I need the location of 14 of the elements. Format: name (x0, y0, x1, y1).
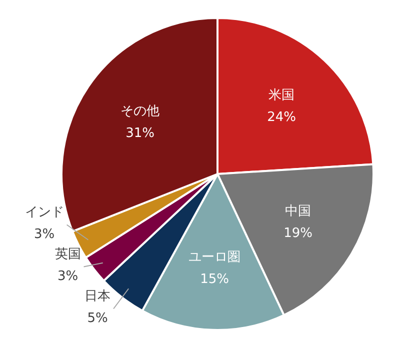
data-label: 24% (267, 110, 296, 126)
data-label: 15% (200, 272, 230, 287)
data-label: 5% (87, 311, 108, 326)
slice-label: 米国 (268, 88, 295, 104)
slice-label: インド (24, 205, 64, 220)
data-label: 3% (34, 227, 55, 242)
slice-label: ユーロ圏 (188, 250, 241, 265)
data-label: 19% (284, 226, 313, 242)
slice-label: 日本 (84, 289, 111, 304)
slice-label: 中国 (285, 204, 312, 220)
data-label: 31% (126, 126, 155, 141)
slice-label: その他 (120, 104, 160, 119)
slice-label: 英国 (54, 247, 81, 262)
data-label: 3% (57, 269, 78, 284)
